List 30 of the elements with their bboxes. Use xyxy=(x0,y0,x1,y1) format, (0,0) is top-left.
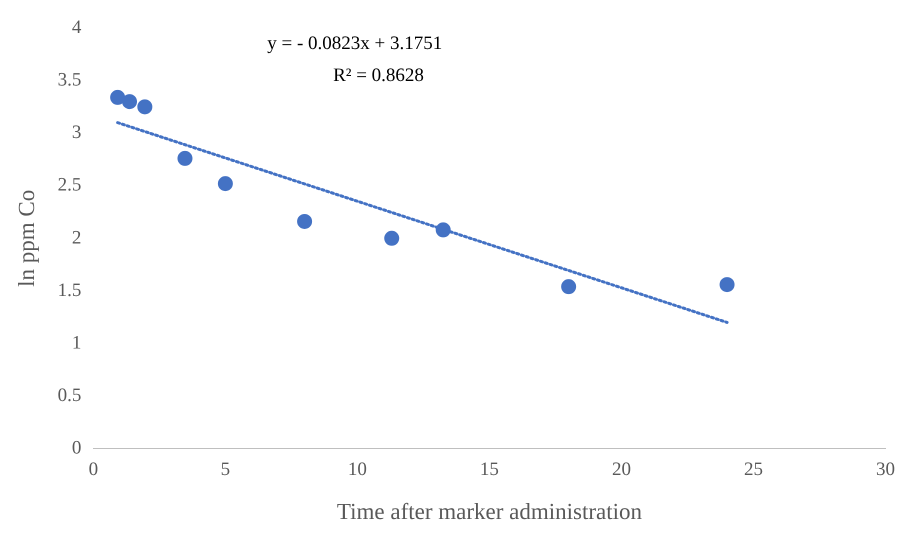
x-tick-label: 5 xyxy=(220,458,230,480)
point xyxy=(720,277,735,292)
x-axis-title: Time after marker administration xyxy=(336,499,642,524)
point xyxy=(110,90,126,105)
point xyxy=(384,230,400,246)
y-tick-label: 2.5 xyxy=(58,174,82,196)
x-tick-label: 25 xyxy=(744,458,763,480)
y-tick-label: 3.5 xyxy=(58,70,82,91)
point xyxy=(137,99,152,114)
y-tick-label: 2 xyxy=(72,227,82,248)
x-tick-label: 20 xyxy=(612,458,631,480)
annotation: R² = 0.8628 xyxy=(333,64,424,86)
y-tick-label: 0 xyxy=(72,438,82,459)
point xyxy=(297,214,312,229)
point xyxy=(561,279,576,294)
y-axis-title: ln ppm Co xyxy=(14,190,39,287)
annotation: y = - 0.0823x + 3.1751 xyxy=(267,32,442,54)
x-tick-label: 10 xyxy=(348,458,367,480)
y-tick-label: 0.5 xyxy=(58,385,82,406)
point xyxy=(436,222,451,238)
y-tick-label: 4 xyxy=(72,16,82,38)
y-tick-label: 3 xyxy=(72,122,82,144)
point xyxy=(218,176,233,192)
point xyxy=(177,150,192,166)
y-tick-label: 1 xyxy=(72,332,82,354)
x-tick-label: 0 xyxy=(88,458,98,480)
y-tick-label: 1.5 xyxy=(58,280,82,301)
point xyxy=(122,94,138,110)
x-tick-label: 30 xyxy=(876,458,895,480)
x-tick-label: 15 xyxy=(480,458,499,480)
